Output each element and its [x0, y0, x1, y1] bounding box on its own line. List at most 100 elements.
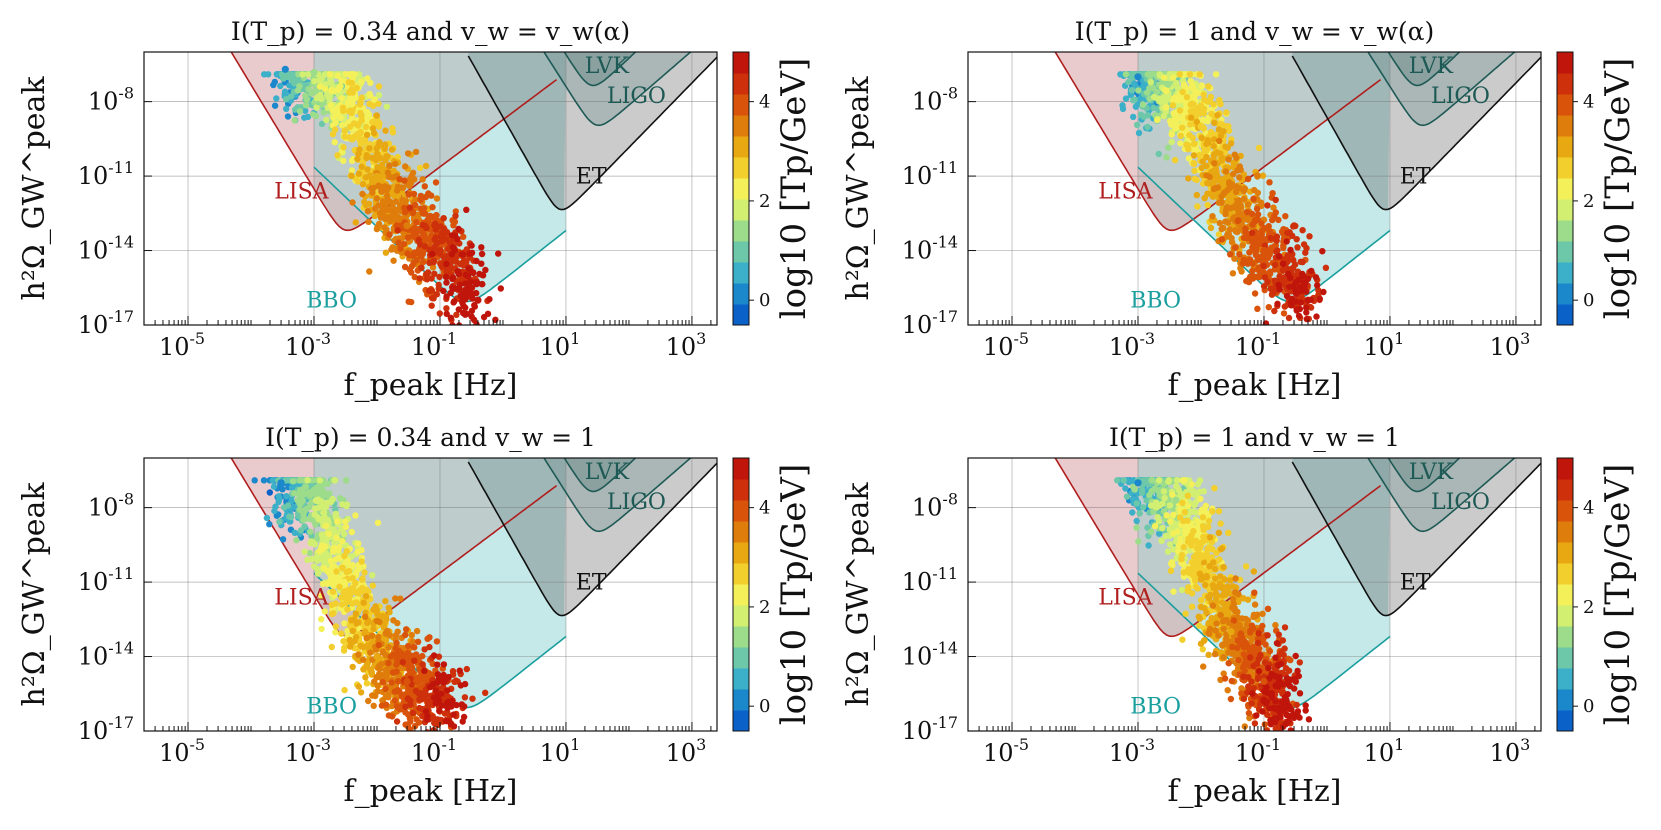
data-point	[1303, 309, 1310, 316]
colorbar-swatch	[1557, 52, 1573, 74]
data-point	[432, 179, 440, 186]
data-point	[322, 522, 330, 529]
data-point	[1273, 248, 1280, 255]
data-point	[306, 549, 314, 557]
data-point	[266, 489, 273, 496]
data-point	[355, 683, 362, 690]
data-point	[1235, 217, 1242, 224]
data-point	[1301, 283, 1308, 291]
data-point	[1320, 288, 1327, 296]
scatter-points	[1114, 477, 1313, 731]
data-point	[361, 569, 368, 576]
data-point	[327, 71, 334, 78]
data-point	[1169, 102, 1177, 109]
data-point	[296, 490, 304, 498]
data-point	[463, 206, 470, 213]
data-point	[348, 639, 355, 646]
data-point	[1293, 307, 1300, 314]
data-point	[365, 697, 372, 705]
data-point	[408, 631, 415, 639]
colorbar-swatch	[1557, 262, 1573, 284]
data-point	[369, 582, 376, 589]
label-lisa: LISA	[274, 585, 329, 610]
colorbar-frame	[1556, 51, 1574, 326]
data-point	[432, 700, 439, 707]
data-point	[1191, 140, 1198, 147]
data-point	[1123, 493, 1131, 500]
data-point	[309, 111, 317, 118]
data-point	[341, 686, 348, 694]
data-point	[1190, 146, 1198, 154]
data-point	[378, 702, 386, 709]
label-ligo: LIGO	[1431, 84, 1490, 109]
data-point	[436, 273, 443, 281]
data-point	[452, 208, 459, 215]
data-point	[362, 613, 369, 620]
colorbar-swatch	[733, 52, 749, 74]
data-point	[440, 661, 448, 668]
data-point	[1265, 304, 1273, 311]
data-point	[443, 305, 450, 312]
data-point	[409, 232, 417, 240]
data-point	[277, 479, 285, 487]
data-point	[308, 538, 315, 545]
data-point	[1290, 257, 1297, 264]
data-point	[1271, 277, 1279, 284]
y-tick-label: 10-17	[78, 713, 134, 745]
x-tick-label: 101	[1364, 329, 1405, 361]
data-point	[376, 618, 383, 626]
lvk-curve	[1387, 458, 1461, 493]
et-curve	[1291, 461, 1541, 617]
data-point	[1144, 524, 1151, 531]
data-point	[353, 568, 360, 575]
colorbar-swatch	[733, 115, 749, 137]
data-point	[451, 298, 458, 305]
data-point	[1251, 290, 1259, 297]
data-point	[343, 568, 350, 576]
x-tick-label: 10-1	[411, 735, 457, 767]
data-point	[327, 557, 335, 565]
data-point	[1274, 300, 1281, 307]
data-point	[1267, 268, 1274, 275]
data-point	[1282, 213, 1289, 220]
data-point	[1188, 114, 1195, 121]
data-point	[1258, 220, 1265, 227]
data-point	[430, 295, 437, 302]
data-point	[455, 271, 462, 278]
data-point	[443, 293, 450, 300]
data-point	[482, 689, 489, 696]
data-point	[438, 702, 445, 709]
data-point	[484, 310, 492, 317]
label-ligo: LIGO	[607, 84, 666, 109]
data-point	[382, 667, 389, 674]
data-point	[340, 144, 347, 151]
data-point	[430, 694, 438, 701]
data-point	[1148, 477, 1155, 484]
data-point	[455, 225, 462, 233]
data-point	[1163, 104, 1170, 111]
data-point	[1322, 264, 1330, 271]
data-point	[279, 486, 286, 493]
data-point	[294, 87, 302, 94]
data-point	[1295, 312, 1303, 320]
data-point	[335, 555, 342, 562]
data-point	[327, 76, 334, 83]
data-point	[411, 273, 418, 281]
data-point	[363, 680, 371, 687]
data-point	[1269, 291, 1276, 298]
data-point	[495, 250, 502, 257]
data-point	[431, 243, 438, 250]
data-point	[383, 616, 390, 623]
data-point	[382, 127, 389, 134]
ligo-region	[544, 458, 691, 532]
label-bbo: BBO	[1130, 289, 1181, 314]
data-point	[1173, 117, 1180, 125]
data-point	[340, 638, 347, 645]
ligo-curve	[543, 458, 692, 533]
colorbar-swatch	[733, 626, 749, 648]
x-tick-label: 10-1	[411, 329, 457, 361]
data-point	[341, 127, 348, 134]
data-point	[1314, 324, 1318, 325]
data-point	[300, 511, 307, 518]
data-point	[316, 547, 323, 555]
